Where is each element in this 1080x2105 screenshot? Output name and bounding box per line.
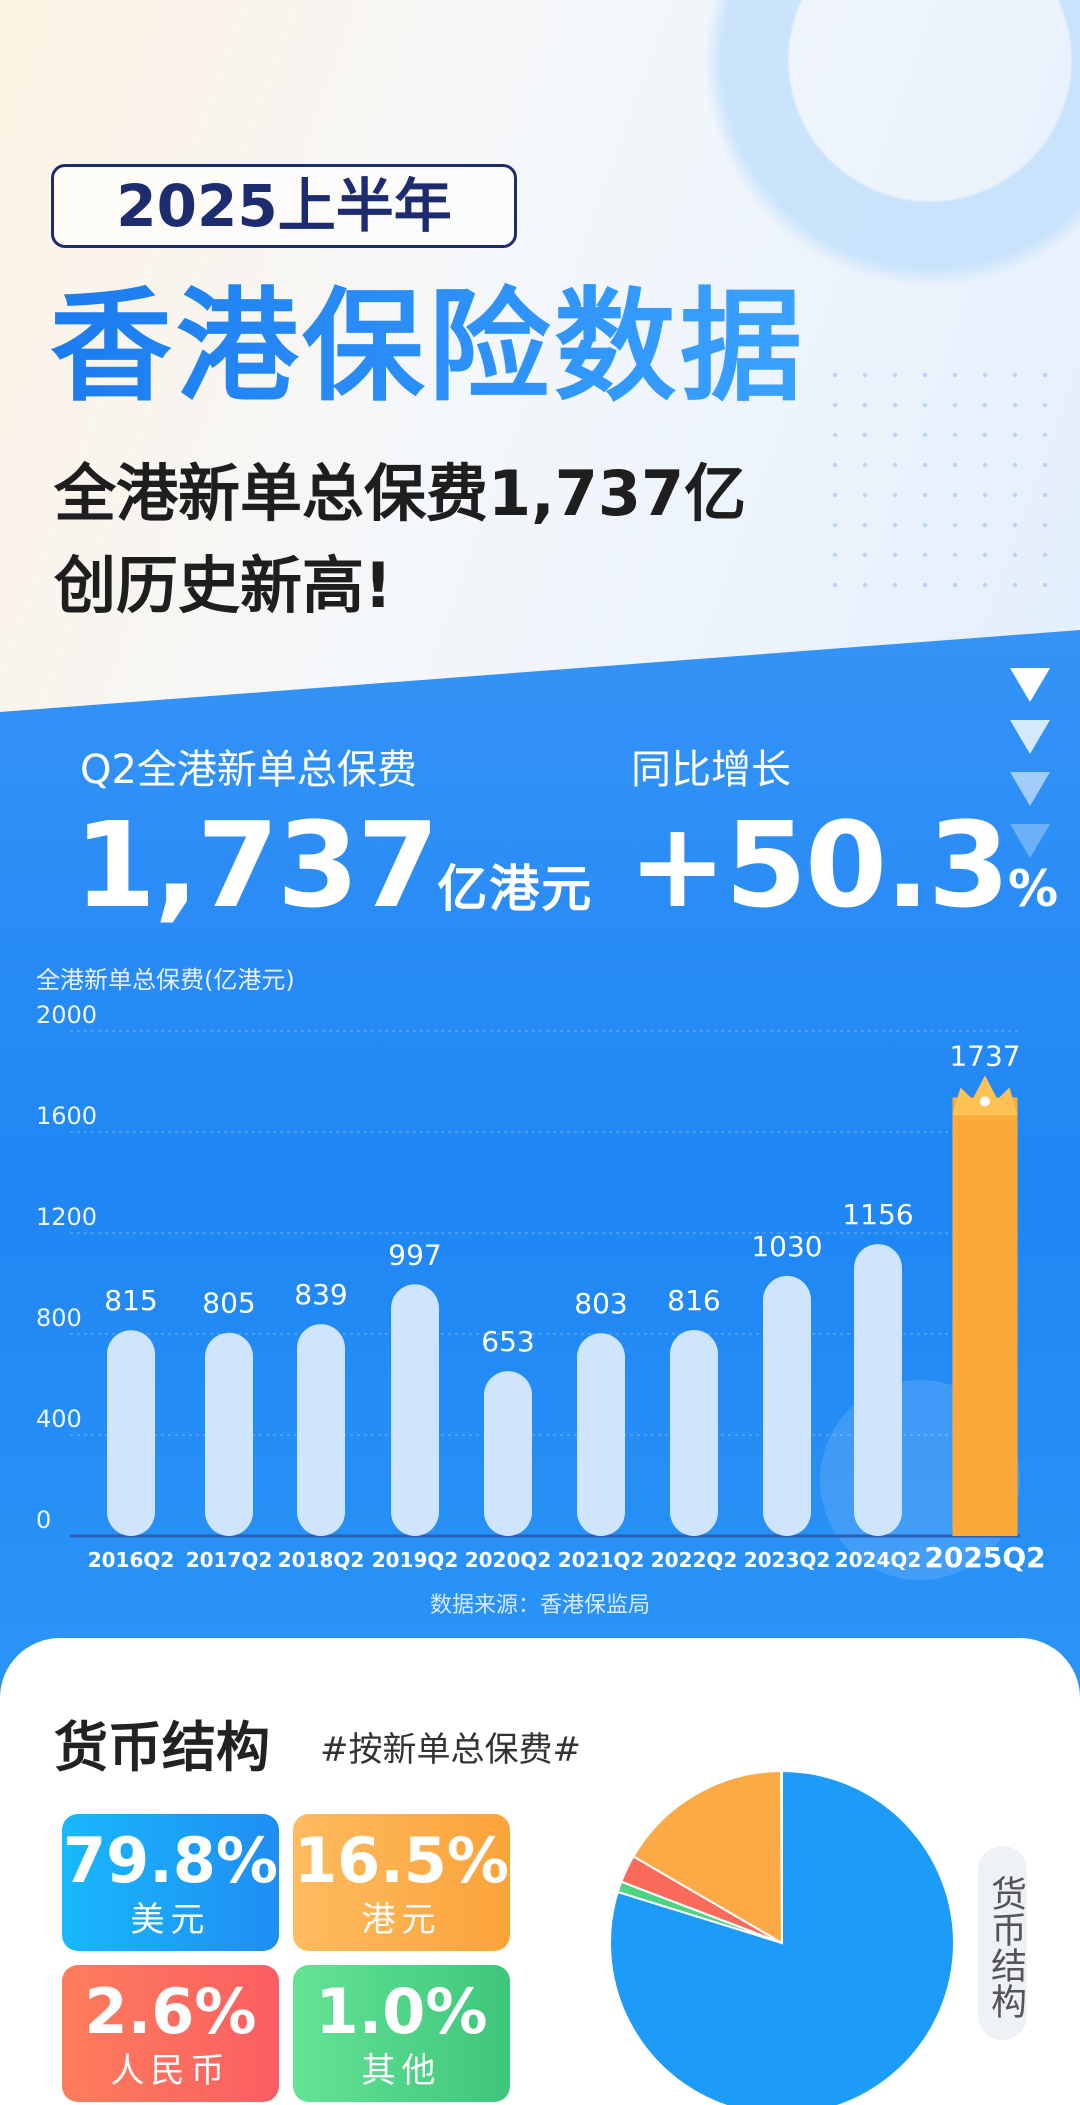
kpi-growth-value: +50.3% <box>628 800 1060 954</box>
y-tick-label: 0 <box>36 1506 51 1534</box>
bar-value-label: 805 <box>202 1287 255 1320</box>
pie-slice <box>609 1769 955 2105</box>
bar-value-label: 997 <box>388 1238 441 1271</box>
bar <box>670 1329 718 1536</box>
bar-value-label: 1156 <box>842 1198 913 1231</box>
y-tick-label: 1600 <box>36 1102 97 1130</box>
decorative-dots <box>820 360 1060 610</box>
bar-value-label: 839 <box>294 1278 347 1311</box>
bar <box>297 1324 345 1536</box>
y-tick-label: 2000 <box>36 1001 97 1029</box>
x-tick-label: 2020Q2 <box>465 1548 552 1572</box>
crown-gem <box>980 1096 990 1107</box>
x-tick-label: 2024Q2 <box>835 1548 922 1572</box>
bar-value-label: 816 <box>667 1284 720 1317</box>
x-tick-label: 2019Q2 <box>372 1548 459 1572</box>
chart-background <box>0 630 1080 1700</box>
pie-side-label: 货币结构 <box>978 1846 1027 2040</box>
currency-pie-chart <box>609 1769 955 2105</box>
kpi-premium-number: 1,737 <box>74 796 439 934</box>
bar-value-label: 653 <box>481 1325 534 1358</box>
period-badge: 2025上半年 <box>51 164 517 248</box>
subtitle-line-2: 创历史新高! <box>54 549 393 622</box>
bar-chart: 全港新单总保费(亿港元) 0 400 800 1200 1600 2000 815 2016Q… <box>36 966 1046 1618</box>
tile-percent: 1.0% <box>315 1975 488 2048</box>
x-tick-label: 2018Q2 <box>278 1548 365 1572</box>
currency-subtitle: #按新单总保费# <box>320 1730 581 1770</box>
kpi-growth-number: +50.3 <box>628 796 1010 934</box>
crown-icon <box>952 1075 1018 1116</box>
bar <box>205 1332 253 1536</box>
y-axis-label: 全港新单总保费(亿港元) <box>36 966 295 994</box>
kpi-growth-unit: % <box>1008 860 1061 918</box>
x-tick-label: 2017Q2 <box>186 1548 273 1572</box>
triangle-icon <box>1010 772 1050 806</box>
pie-slice <box>632 1769 784 1945</box>
triangle-icon <box>1010 720 1050 754</box>
bar-value-label: 815 <box>104 1284 157 1317</box>
tile-name: 人民币 <box>110 2051 231 2091</box>
kpi-premium-unit: 亿港元 <box>437 860 594 918</box>
x-tick-label: 2022Q2 <box>651 1548 738 1572</box>
bar-value-label: 1030 <box>751 1230 822 1263</box>
kpi-growth-label: 同比增长 <box>631 747 791 793</box>
bar <box>577 1333 625 1536</box>
y-tick-label: 400 <box>36 1405 82 1433</box>
bar <box>763 1275 811 1536</box>
decorative-ring <box>700 0 1080 290</box>
bar <box>391 1284 439 1536</box>
x-tick-label: 2025Q2 <box>924 1541 1045 1574</box>
bar <box>952 1097 1018 1536</box>
currency-title: 货币结构 <box>54 1716 270 1779</box>
tile-percent: 2.6% <box>84 1975 257 2048</box>
tile-percent: 79.8% <box>62 1824 279 1897</box>
currency-tile-usd: 79.8% 美元 <box>62 1814 279 1951</box>
currency-tile-hkd: 16.5% 港元 <box>293 1814 510 1951</box>
kpi-premium-label: Q2全港新单总保费 <box>80 747 417 793</box>
bar <box>484 1371 532 1536</box>
bar-value-label: 803 <box>574 1287 627 1320</box>
y-tick-label: 1200 <box>36 1203 97 1231</box>
x-tick-label: 2016Q2 <box>88 1548 175 1572</box>
bar <box>854 1244 902 1536</box>
kpi-premium-value: 1,737亿港元 <box>74 800 593 954</box>
bar-value-label: 1737 <box>949 1039 1020 1072</box>
y-tick-label: 800 <box>36 1304 82 1332</box>
tile-name: 其他 <box>361 2051 442 2091</box>
x-tick-label: 2023Q2 <box>744 1548 831 1572</box>
bar <box>107 1330 155 1536</box>
triangle-icon <box>1010 668 1050 702</box>
currency-tile-other: 1.0% 其他 <box>293 1965 510 2102</box>
tile-name: 美元 <box>130 1900 211 1940</box>
subtitle-line-1: 全港新单总保费1,737亿 <box>54 457 747 530</box>
x-tick-label: 2021Q2 <box>558 1548 645 1572</box>
data-source: 数据来源：香港保监局 <box>430 1593 650 1618</box>
page-title: 香港保险数据 <box>50 272 806 422</box>
tile-name: 港元 <box>361 1900 442 1940</box>
tile-percent: 16.5% <box>293 1824 510 1897</box>
triangle-icon <box>1010 824 1050 858</box>
currency-tile-rmb: 2.6% 人民币 <box>62 1965 279 2102</box>
